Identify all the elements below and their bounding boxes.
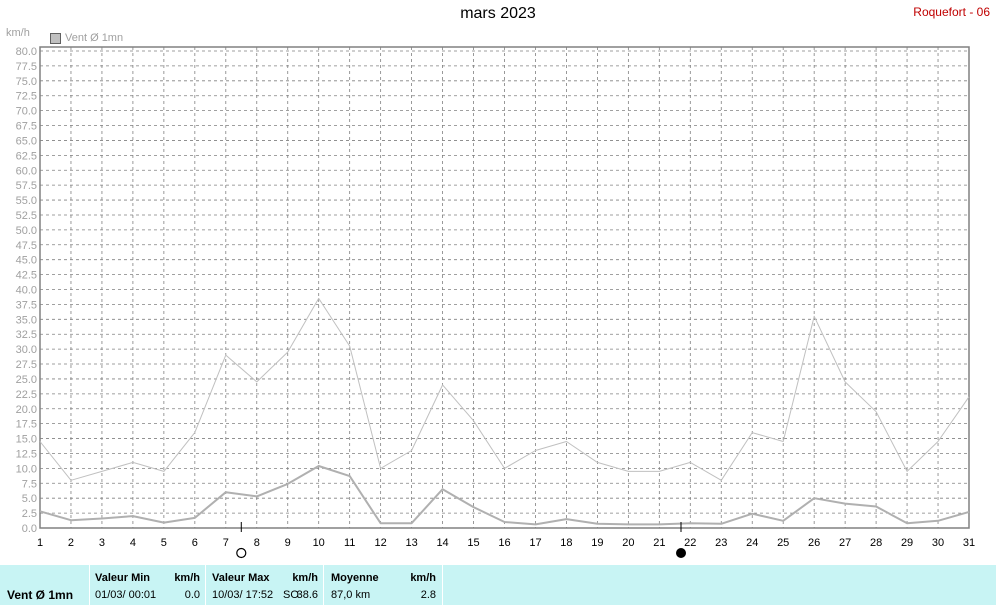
- y-tick-label: 27.5: [16, 359, 37, 371]
- avg-header: Moyenne: [331, 572, 379, 584]
- y-tick-label: 42.5: [16, 270, 37, 282]
- x-tick-label: 7: [223, 537, 229, 549]
- y-tick-label: 55.0: [16, 195, 37, 207]
- x-tick-label: 8: [254, 537, 260, 549]
- max-value: 38.6: [296, 589, 318, 601]
- y-tick-label: 22.5: [16, 389, 37, 401]
- avg-distance: 87,0 km: [331, 589, 371, 601]
- y-tick-label: 47.5: [16, 240, 37, 252]
- legend-swatch: [50, 32, 61, 44]
- y-tick-label: 30.0: [16, 344, 37, 356]
- legend-label: Vent Ø 1mn: [65, 32, 124, 44]
- x-tick-label: 14: [436, 537, 448, 549]
- y-tick-label: 0.0: [22, 523, 37, 535]
- x-tick-label: 13: [405, 537, 417, 549]
- y-tick-label: 15.0: [16, 434, 37, 446]
- chart-title: mars 2023: [460, 5, 536, 22]
- y-tick-label: 80.0: [16, 46, 37, 58]
- min-value: 0.0: [184, 589, 200, 601]
- x-tick-label: 31: [963, 537, 975, 549]
- min-header: Valeur Min: [95, 572, 151, 584]
- y-tick-label: 12.5: [16, 448, 37, 460]
- y-tick-label: 52.5: [16, 210, 37, 222]
- footer-min-cell: Valeur Min km/h 01/03/ 00:01 0.0: [89, 565, 206, 605]
- x-tick-label: 15: [467, 537, 479, 549]
- footer-series-cell: Vent Ø 1mn: [0, 565, 89, 605]
- y-tick-label: 50.0: [16, 225, 37, 237]
- x-tick-label: 27: [839, 537, 851, 549]
- y-tick-label: 17.5: [16, 419, 37, 431]
- x-tick-label: 23: [715, 537, 727, 549]
- max-header: Valeur Max: [212, 572, 270, 584]
- y-tick-label: 35.0: [16, 314, 37, 326]
- y-tick-label: 57.5: [16, 180, 37, 192]
- wind-chart: 0.0 2.5 5.0 7.5 10.0 12.5 15.0 17.5 20.0 22.5 25.0…: [16, 46, 975, 559]
- x-tick-label: 10: [313, 537, 325, 549]
- x-tick-label: 2: [68, 537, 74, 549]
- y-tick-label: 62.5: [16, 150, 37, 162]
- y-tick-label: 10.0: [16, 463, 37, 475]
- x-tick-label: 25: [777, 537, 789, 549]
- y-tick-label: 70.0: [16, 106, 37, 118]
- x-tick-label: 29: [901, 537, 913, 549]
- min-date: 01/03/ 00:01: [95, 589, 157, 601]
- y-tick-label: 60.0: [16, 165, 37, 177]
- y-tick-label: 25.0: [16, 374, 37, 386]
- x-tick-label: 20: [622, 537, 634, 549]
- y-tick-label: 37.5: [16, 299, 37, 311]
- avg-unit: km/h: [410, 572, 436, 584]
- x-tick-label: 5: [161, 537, 167, 549]
- y-tick-label: 65.0: [16, 135, 37, 147]
- x-tick-label: 26: [808, 537, 820, 549]
- x-tick-label: 9: [285, 537, 291, 549]
- footer-max-cell: Valeur Max km/h 10/03/ 17:52 SO 38.6: [205, 565, 324, 605]
- y-axis-unit-label: km/h: [6, 27, 30, 39]
- new-moon-icon: [676, 548, 687, 558]
- x-tick-label: 12: [375, 537, 387, 549]
- x-tick-label: 3: [99, 537, 105, 549]
- x-tick-label: 21: [653, 537, 665, 549]
- x-tick-label: 22: [684, 537, 696, 549]
- avg-value: 2.8: [420, 589, 436, 601]
- min-unit: km/h: [174, 572, 200, 584]
- footer-avg-cell: Moyenne km/h 87,0 km 2.8: [323, 565, 443, 605]
- max-date: 10/03/ 17:52: [212, 589, 274, 601]
- y-tick-label: 20.0: [16, 404, 37, 416]
- y-tick-label: 77.5: [16, 61, 37, 73]
- x-tick-label: 18: [560, 537, 572, 549]
- x-tick-label: 11: [344, 537, 355, 549]
- max-direction: SO: [283, 589, 299, 601]
- x-tick-label: 17: [529, 537, 541, 549]
- footer-series-label: Vent Ø 1mn: [7, 588, 74, 602]
- summary-footer: Vent Ø 1mn Valeur Min km/h 01/03/ 00:01 …: [0, 565, 996, 605]
- y-tick-label: 72.5: [16, 91, 37, 103]
- y-tick-label: 67.5: [16, 121, 37, 133]
- y-tick-label: 7.5: [22, 478, 37, 490]
- x-tick-label: 30: [932, 537, 944, 549]
- y-tick-label: 32.5: [16, 329, 37, 341]
- x-tick-label: 1: [37, 537, 43, 549]
- series-line-2: [39, 465, 970, 526]
- legend: Vent Ø 1mn: [50, 32, 123, 44]
- x-tick-label: 28: [870, 537, 882, 549]
- x-tick-label: 6: [192, 537, 198, 549]
- y-tick-label: 5.0: [22, 493, 37, 505]
- x-tick-label: 24: [746, 537, 758, 549]
- y-tick-label: 45.0: [16, 255, 37, 267]
- station-name: Roquefort - 06: [913, 5, 990, 19]
- y-tick-label: 2.5: [22, 508, 37, 520]
- y-tick-label: 75.0: [16, 76, 37, 88]
- series-line-1: [39, 297, 970, 481]
- x-tick-label: 16: [498, 537, 510, 549]
- y-tick-label: 40.0: [16, 285, 37, 297]
- full-moon-icon: [236, 547, 247, 559]
- max-unit: km/h: [292, 572, 318, 584]
- x-tick-label: 19: [591, 537, 603, 549]
- x-tick-label: 4: [130, 537, 136, 549]
